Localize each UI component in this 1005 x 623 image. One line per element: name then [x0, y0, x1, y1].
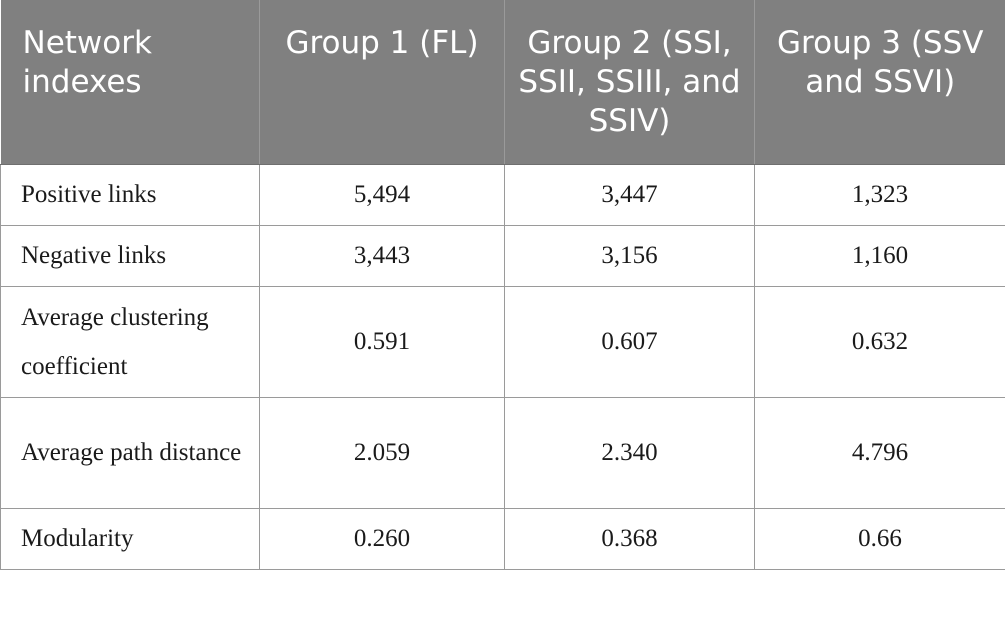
table-row: Positive links 5,494 3,447 1,323: [0, 164, 1005, 226]
table-row: Modularity 0.260 0.368 0.66: [0, 507, 1005, 570]
cell-group-2: 3,447: [504, 164, 755, 226]
cell-group-3: 1,323: [754, 164, 1005, 226]
cell-group-1: 0.260: [259, 507, 505, 570]
row-label: Modularity: [0, 507, 260, 570]
header-group-1: Group 1 (FL): [259, 0, 505, 165]
header-group-3: Group 3 (SSV and SSVI): [754, 0, 1005, 165]
cell-group-3: 0.632: [754, 285, 1005, 398]
header-network-indexes: Network indexes: [0, 0, 260, 165]
cell-group-1: 0.591: [259, 285, 505, 398]
cell-group-3: 4.796: [754, 396, 1005, 509]
row-label: Average path distance: [0, 396, 260, 509]
row-label: Negative links: [0, 224, 260, 287]
cell-group-1: 3,443: [259, 224, 505, 287]
row-label: Average clustering coefficient: [0, 285, 260, 398]
header-row: Network indexes Group 1 (FL) Group 2 (SS…: [0, 0, 1005, 165]
cell-group-1: 5,494: [259, 164, 505, 226]
table-row: Negative links 3,443 3,156 1,160: [0, 224, 1005, 287]
cell-group-3: 1,160: [754, 224, 1005, 287]
cell-group-3: 0.66: [754, 507, 1005, 570]
cell-group-1: 2.059: [259, 396, 505, 509]
row-label: Positive links: [0, 164, 260, 226]
network-indexes-table: Network indexes Group 1 (FL) Group 2 (SS…: [0, 0, 1005, 570]
table-row: Average path distance 2.059 2.340 4.796: [0, 396, 1005, 509]
table-row: Average clustering coefficient 0.591 0.6…: [0, 285, 1005, 398]
header-group-2: Group 2 (SSI, SSII, SSIII, and SSIV): [504, 0, 755, 165]
cell-group-2: 0.607: [504, 285, 755, 398]
cell-group-2: 0.368: [504, 507, 755, 570]
cell-group-2: 2.340: [504, 396, 755, 509]
cell-group-2: 3,156: [504, 224, 755, 287]
